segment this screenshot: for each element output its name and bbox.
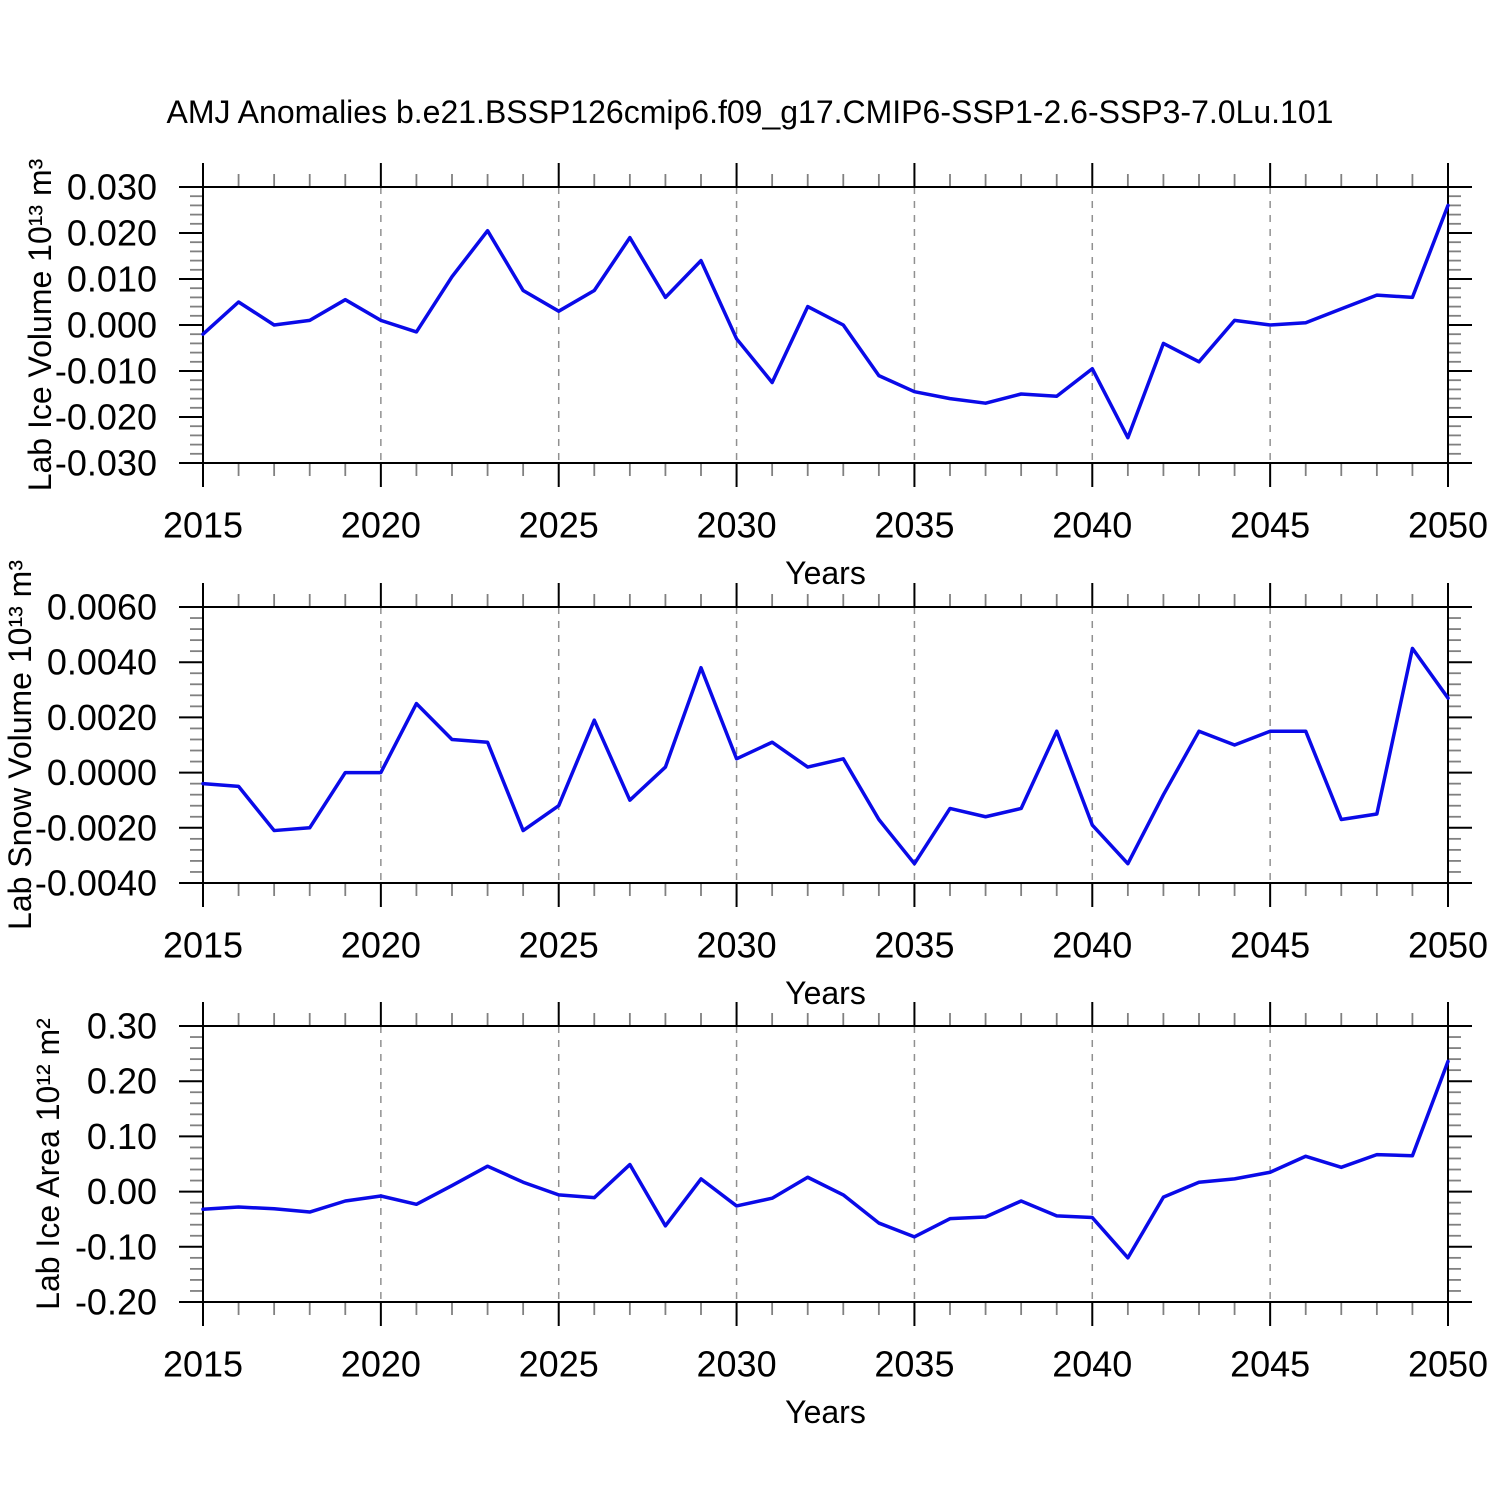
y-tick-label: 0.0040	[47, 642, 157, 683]
x-tick-label: 2030	[697, 1344, 777, 1385]
y-tick-label: 0.020	[67, 213, 157, 254]
x-tick-label: 2015	[163, 1344, 243, 1385]
y-tick-label: -0.10	[75, 1226, 157, 1267]
y-tick-label: 0.0000	[47, 752, 157, 793]
y-axis-title: Lab Ice Area 10¹² m²	[30, 1018, 66, 1310]
x-tick-label: 2030	[697, 505, 777, 546]
x-tick-label: 2040	[1052, 1344, 1132, 1385]
y-tick-label: -0.010	[55, 351, 157, 392]
x-tick-label: 2015	[163, 505, 243, 546]
chart-lab-snow-volume: 0.00600.00400.00200.0000-0.0020-0.004020…	[2, 560, 1488, 1011]
plot-frame	[202, 606, 1449, 884]
y-tick-label: 0.20	[87, 1061, 157, 1102]
y-tick-label: -0.020	[55, 397, 157, 438]
y-tick-label: -0.0020	[35, 807, 157, 848]
x-tick-label: 2020	[341, 505, 421, 546]
data-line-lab-snow-volume	[201, 646, 1450, 866]
y-tick-label: 0.00	[87, 1171, 157, 1212]
data-line-lab-ice-area	[201, 1059, 1450, 1260]
x-axis-title: Years	[785, 975, 866, 1011]
x-tick-label: 2020	[341, 925, 421, 966]
y-tick-label: 0.10	[87, 1116, 157, 1157]
y-tick-label: 0.030	[67, 167, 157, 208]
x-tick-label: 2040	[1052, 925, 1132, 966]
y-tick-label: -0.20	[75, 1282, 157, 1323]
x-axis-title: Years	[785, 1394, 866, 1430]
x-tick-label: 2030	[697, 925, 777, 966]
x-tick-label: 2025	[519, 1344, 599, 1385]
x-tick-label: 2035	[874, 505, 954, 546]
x-tick-label: 2050	[1408, 505, 1488, 546]
x-axis-title: Years	[785, 555, 866, 591]
figure-title: AMJ Anomalies b.e21.BSSP126cmip6.f09_g17…	[166, 94, 1334, 130]
x-tick-label: 2025	[519, 925, 599, 966]
y-tick-label: 0.0020	[47, 697, 157, 738]
x-tick-label: 2020	[341, 1344, 421, 1385]
plot-frame	[202, 186, 1449, 464]
plot-frame	[202, 1025, 1449, 1303]
y-tick-label: 0.000	[67, 305, 157, 346]
y-tick-label: 0.0060	[47, 587, 157, 628]
y-tick-label: -0.0040	[35, 863, 157, 904]
y-tick-label: 0.30	[87, 1006, 157, 1047]
y-tick-label: -0.030	[55, 443, 157, 484]
y-axis-title: Lab Ice Volume 10¹³ m³	[22, 158, 58, 491]
x-tick-label: 2045	[1230, 505, 1310, 546]
data-line-lab-ice-volume	[201, 203, 1450, 440]
x-tick-label: 2050	[1408, 1344, 1488, 1385]
x-tick-label: 2040	[1052, 505, 1132, 546]
x-tick-label: 2050	[1408, 925, 1488, 966]
x-tick-label: 2025	[519, 505, 599, 546]
y-axis-title: Lab Snow Volume 10¹³ m³	[2, 560, 38, 930]
chart-lab-ice-volume: 0.0300.0200.0100.000-0.010-0.020-0.03020…	[22, 158, 1488, 591]
x-tick-label: 2035	[874, 1344, 954, 1385]
x-tick-label: 2015	[163, 925, 243, 966]
y-tick-label: 0.010	[67, 259, 157, 300]
x-tick-label: 2045	[1230, 925, 1310, 966]
x-tick-label: 2045	[1230, 1344, 1310, 1385]
x-tick-label: 2035	[874, 925, 954, 966]
